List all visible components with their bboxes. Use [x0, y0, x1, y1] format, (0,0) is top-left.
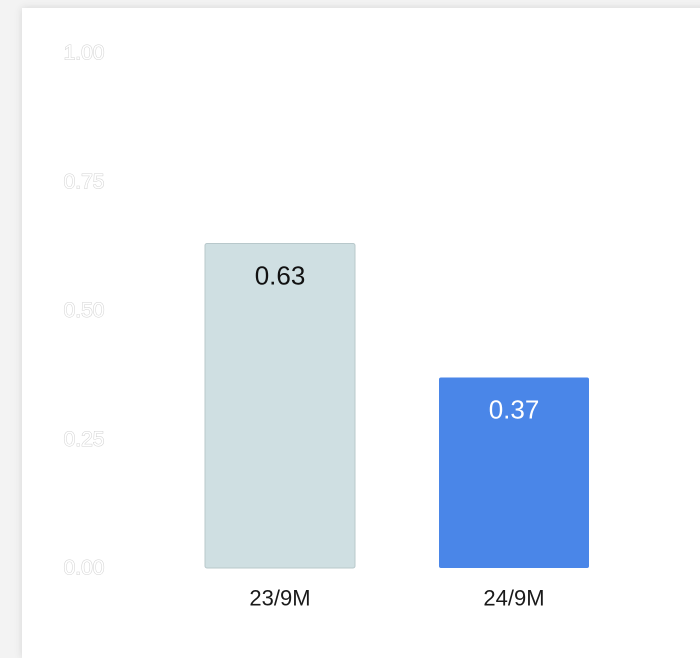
x-axis: 23/9M 24/9M	[249, 586, 544, 611]
bar-chart: 0.00 0.25 0.50 0.75 1.00 0.63 0.37 23/9M 24/9M	[63, 41, 589, 611]
x-tick-label: 23/9M	[249, 586, 310, 611]
y-tick-label: 0.25	[64, 428, 105, 451]
bars: 0.63 0.37	[204, 243, 589, 569]
x-tick-label: 24/9M	[483, 586, 544, 611]
y-tick-label: 0.50	[64, 299, 105, 322]
data-label: 0.63	[255, 261, 306, 291]
y-axis: 0.00 0.25 0.50 0.75 1.00	[63, 41, 105, 580]
y-tick-label: 0.00	[64, 557, 105, 580]
data-label: 0.37	[489, 394, 540, 424]
y-tick-label: 0.75	[64, 170, 105, 193]
bar	[439, 377, 589, 568]
bar	[204, 243, 356, 569]
y-tick-label: 1.00	[64, 42, 105, 65]
